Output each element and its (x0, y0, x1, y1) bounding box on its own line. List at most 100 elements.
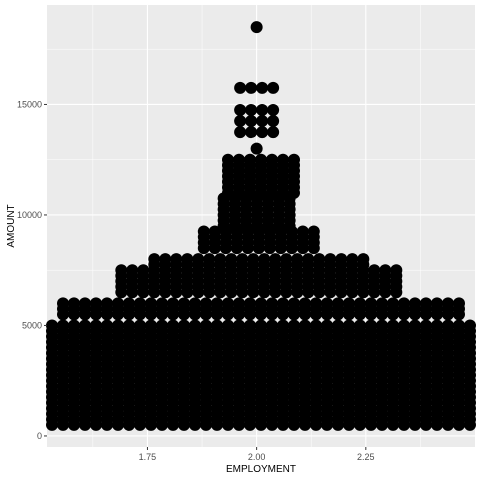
data-point (250, 21, 263, 34)
data-point (222, 319, 234, 332)
data-point (68, 297, 80, 310)
data-point (46, 319, 58, 332)
data-point (192, 253, 205, 266)
data-point (277, 153, 289, 166)
data-point (267, 103, 280, 116)
data-point (203, 253, 216, 266)
y-tick-label: 0 (37, 431, 42, 441)
data-point (123, 319, 135, 332)
data-point (244, 319, 256, 332)
data-point (387, 297, 399, 310)
data-point (266, 153, 278, 166)
data-point (442, 297, 454, 310)
data-point (234, 103, 247, 116)
data-point (197, 225, 210, 238)
data-point (159, 253, 172, 266)
data-point (307, 225, 320, 238)
data-point (387, 319, 399, 332)
data-point (321, 297, 333, 310)
x-tick-label: 2.00 (248, 452, 266, 462)
data-point (310, 319, 322, 332)
data-point (431, 297, 443, 310)
data-point (137, 264, 150, 277)
data-point (123, 297, 135, 310)
data-point (57, 319, 69, 332)
data-point (256, 126, 269, 139)
data-point (288, 153, 300, 166)
data-point (409, 297, 421, 310)
data-point (357, 253, 370, 266)
data-point (112, 297, 124, 310)
data-point (321, 319, 333, 332)
data-point (189, 319, 201, 332)
data-point (365, 319, 377, 332)
data-point (170, 253, 183, 266)
x-tick-label: 1.75 (139, 452, 157, 462)
data-point (225, 253, 238, 266)
data-point (453, 297, 465, 310)
data-point (420, 319, 432, 332)
data-point (258, 253, 271, 266)
data-point (277, 319, 289, 332)
data-point (244, 153, 256, 166)
data-point (398, 297, 410, 310)
data-point (156, 297, 168, 310)
data-point (245, 126, 258, 139)
y-tick-label: 10000 (17, 210, 42, 220)
data-point (236, 253, 249, 266)
data-point (134, 297, 146, 310)
data-point (346, 253, 359, 266)
data-point (68, 319, 80, 332)
data-point (269, 253, 282, 266)
data-point (409, 319, 421, 332)
data-point (310, 297, 322, 310)
data-point (267, 81, 280, 94)
data-point (332, 297, 344, 310)
data-point (324, 253, 337, 266)
data-point (453, 319, 465, 332)
data-point (214, 253, 227, 266)
x-axis-title: EMPLOYMENT (226, 464, 296, 475)
data-point (267, 126, 280, 139)
data-point (390, 264, 403, 277)
data-point (245, 115, 258, 128)
data-point (234, 115, 247, 128)
data-point (332, 319, 344, 332)
data-point (255, 319, 267, 332)
data-point (335, 253, 348, 266)
data-point (156, 319, 168, 332)
data-points (46, 21, 476, 431)
data-point (256, 115, 269, 128)
data-point (90, 297, 102, 310)
y-tick-label: 15000 (17, 99, 42, 109)
data-point (255, 297, 267, 310)
data-point (266, 319, 278, 332)
data-point (234, 126, 247, 139)
data-point (280, 253, 293, 266)
data-point (296, 225, 309, 238)
data-point (222, 153, 234, 166)
data-point (291, 253, 304, 266)
data-point (244, 297, 256, 310)
data-point (233, 319, 245, 332)
y-tick-label: 5000 (22, 320, 42, 330)
data-point (420, 297, 432, 310)
data-point (313, 253, 326, 266)
x-tick-label: 2.25 (357, 452, 375, 462)
data-point (200, 319, 212, 332)
data-point (57, 297, 69, 310)
data-point (376, 319, 388, 332)
data-point (178, 319, 190, 332)
axes: 1.75 2.00 2.25 0 5000 10000 15000 (17, 99, 375, 462)
data-point (233, 297, 245, 310)
data-point (115, 264, 128, 277)
data-point (167, 297, 179, 310)
data-point (398, 319, 410, 332)
data-point (354, 297, 366, 310)
data-point (442, 319, 454, 332)
data-point (112, 319, 124, 332)
data-point (148, 253, 161, 266)
data-point (208, 225, 221, 238)
